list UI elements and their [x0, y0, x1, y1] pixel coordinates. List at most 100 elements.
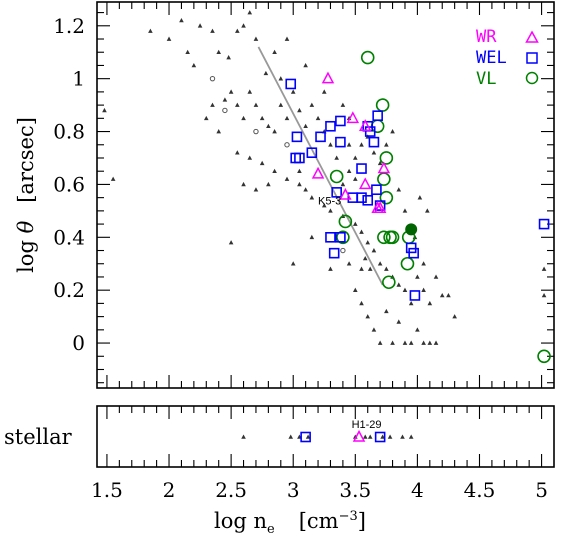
- data-point: [284, 142, 290, 148]
- x-axis-label-unit: [cm: [299, 509, 339, 533]
- data-point: [377, 230, 391, 245]
- data-point: [346, 142, 352, 147]
- data-point: [335, 115, 346, 127]
- data-point: [415, 274, 420, 279]
- stellar-plot-frame: [96, 405, 555, 468]
- y-tick-label: 1: [72, 67, 85, 91]
- data-point: [421, 340, 426, 345]
- stellar-data-point: [408, 434, 414, 439]
- data-point: [427, 340, 433, 345]
- x-axis-label-unit-close: ]: [358, 509, 366, 533]
- data-point: [372, 110, 383, 121]
- data-point: [371, 201, 384, 213]
- data-point: [209, 75, 216, 82]
- data-point: [359, 142, 364, 147]
- data-point: [353, 287, 358, 292]
- data-point: [356, 163, 367, 174]
- data-point: [353, 155, 358, 160]
- data-point: [266, 181, 271, 187]
- data-point: [290, 89, 296, 94]
- data-point: [377, 340, 383, 345]
- x-axis-label-sub: e: [267, 522, 275, 537]
- data-point: [346, 261, 352, 266]
- y-tick-label: 1.2: [53, 14, 85, 38]
- data-point: [325, 120, 336, 132]
- y-axis-label-theta: θ: [14, 220, 38, 233]
- data-point: [284, 36, 290, 41]
- data-point: [334, 155, 339, 160]
- data-point: [379, 190, 394, 205]
- y-tick-label: 0.4: [53, 225, 85, 249]
- data-point: [384, 142, 389, 147]
- x-tick-labels: 1.5 2 2.5 3 3.5 4 4.5 5: [91, 478, 548, 502]
- data-point: [329, 169, 344, 184]
- data-point: [371, 327, 377, 332]
- legend-marker-wr: [525, 30, 539, 43]
- data-point: [336, 230, 350, 245]
- data-point: [259, 115, 265, 121]
- stellar-data-point: [367, 434, 373, 439]
- data-point: [377, 172, 391, 186]
- data-point: [303, 123, 308, 129]
- data-point: [421, 287, 426, 292]
- data-point: [367, 266, 373, 271]
- data-point: [321, 71, 335, 84]
- y-axis-label-main: log: [14, 233, 38, 272]
- y-axis-label: log θ [arcsec]: [14, 117, 38, 273]
- data-point: [272, 129, 277, 134]
- data-point: [360, 50, 375, 65]
- data-point: [191, 62, 197, 68]
- data-point: [272, 49, 277, 55]
- data-point: [309, 102, 315, 107]
- data-point: [541, 292, 547, 298]
- data-point: [297, 168, 302, 174]
- data-point: [235, 102, 240, 107]
- data-point: [384, 308, 389, 314]
- data-point: [384, 266, 389, 271]
- x-axis-label-unit-sup: −3: [339, 509, 358, 524]
- data-point: [446, 292, 451, 298]
- data-point: [315, 131, 326, 143]
- data-point: [253, 36, 259, 41]
- fit-line: [257, 46, 384, 286]
- stellar-label: stellar: [4, 425, 73, 449]
- data-point: [241, 23, 246, 28]
- data-point: [335, 136, 346, 148]
- data-point: [339, 187, 352, 200]
- stellar-data-point: [300, 431, 311, 443]
- data-point: [253, 128, 259, 135]
- data-point: [297, 181, 302, 187]
- data-point: [371, 248, 377, 253]
- data-point: [328, 247, 340, 259]
- data-point: [439, 292, 445, 298]
- data-point: [371, 184, 382, 196]
- data-point: [427, 300, 433, 306]
- stellar-data-points: [241, 429, 414, 443]
- stellar-data-point: [305, 434, 311, 439]
- data-point: [382, 275, 396, 290]
- data-point: [272, 168, 277, 174]
- data-point: [235, 28, 240, 33]
- data-point: [247, 155, 253, 160]
- data-point: [241, 115, 246, 121]
- data-point: [247, 10, 253, 15]
- data-point: [338, 214, 353, 229]
- x-tick-label: 3.5: [339, 478, 371, 502]
- data-point: [216, 129, 222, 134]
- data-point: [185, 49, 190, 55]
- data-point: [362, 255, 368, 261]
- data-point: [247, 89, 253, 94]
- data-point: [421, 261, 426, 266]
- data-point: [375, 98, 390, 112]
- data-point: [356, 192, 367, 203]
- data-point: [253, 187, 259, 192]
- data-point: [311, 166, 325, 179]
- data-point: [390, 129, 395, 134]
- data-point: [228, 89, 234, 94]
- data-point: [405, 223, 418, 236]
- legend-marker-vl: [525, 71, 539, 85]
- y-tick-label: 0.6: [53, 172, 85, 196]
- data-point: [253, 102, 259, 107]
- stellar-axis-ticks: [106, 406, 543, 467]
- data-point: [290, 261, 296, 266]
